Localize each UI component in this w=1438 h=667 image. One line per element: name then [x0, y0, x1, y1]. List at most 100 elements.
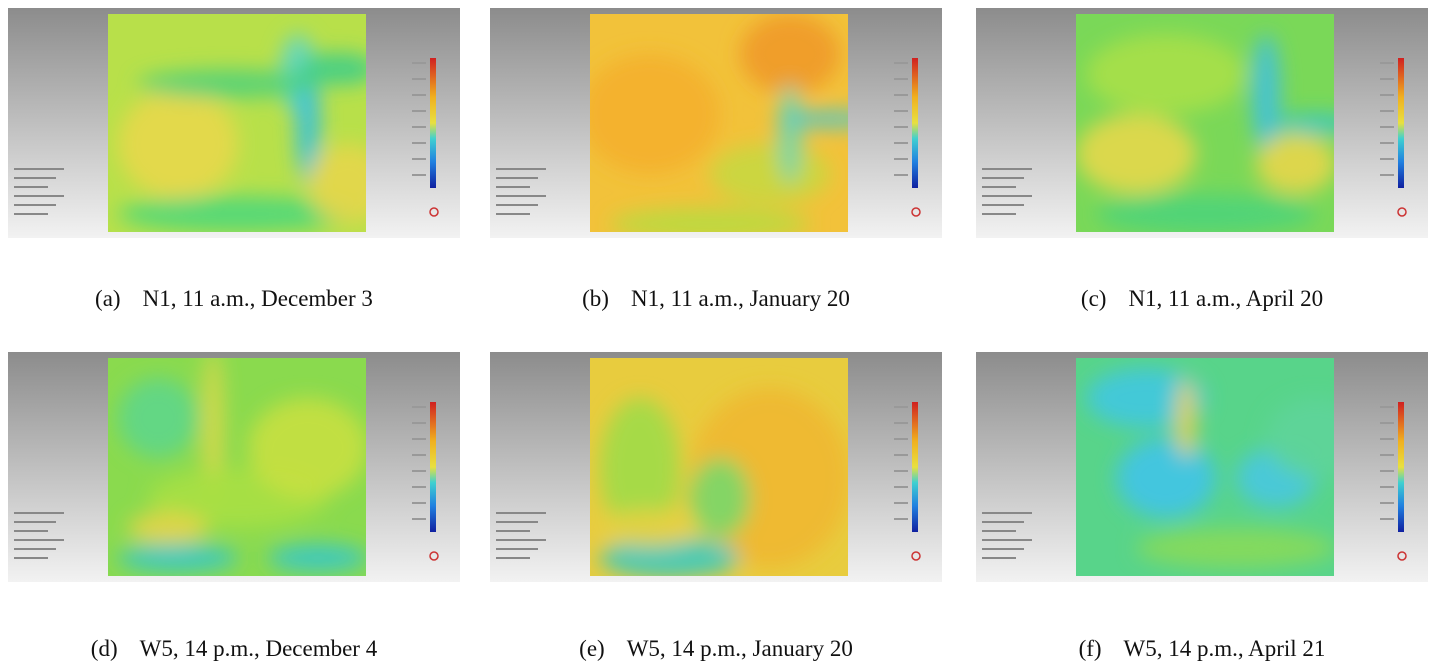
colorbar-tick — [894, 454, 908, 456]
info-text — [982, 512, 1032, 514]
colorbar-tick — [894, 438, 908, 440]
info-text — [496, 512, 546, 514]
info-text — [14, 521, 56, 523]
info-text — [14, 186, 48, 188]
colorbar-tick — [1380, 470, 1394, 472]
info-text — [496, 177, 538, 179]
info-text — [982, 557, 1016, 559]
colorbar-tick — [412, 518, 426, 520]
colorbar-tick — [412, 438, 426, 440]
colorbar-tick — [412, 142, 426, 144]
caption-text: W5, 14 p.m., January 20 — [626, 636, 853, 661]
colorbar-tick — [1380, 454, 1394, 456]
info-text — [14, 204, 56, 206]
heatmap — [590, 14, 848, 232]
axis-icon — [1397, 207, 1407, 217]
info-text — [982, 539, 1032, 541]
info-text — [982, 195, 1032, 197]
colorbar-tick — [412, 422, 426, 424]
info-text — [14, 548, 56, 550]
colorbar-tick — [412, 158, 426, 160]
info-text — [14, 557, 48, 559]
colorbar-tick — [412, 78, 426, 80]
colorbar-tick — [894, 94, 908, 96]
info-text — [982, 521, 1024, 523]
caption: (a) N1, 11 a.m., December 3 — [4, 286, 464, 312]
info-text — [982, 177, 1024, 179]
heatmap — [1076, 358, 1334, 576]
colorbar-tick — [1380, 502, 1394, 504]
colorbar-tick — [1380, 406, 1394, 408]
colorbar-tick — [412, 486, 426, 488]
colorbar-tick — [1380, 126, 1394, 128]
colorbar-tick — [894, 502, 908, 504]
info-text — [496, 168, 546, 170]
axis-icon — [429, 207, 439, 217]
colorbar-tick — [894, 174, 908, 176]
colorbar-tick — [412, 110, 426, 112]
info-text — [982, 168, 1032, 170]
info-text — [14, 512, 64, 514]
info-text — [496, 195, 546, 197]
colorbar-tick — [1380, 142, 1394, 144]
info-text — [496, 530, 530, 532]
colorbar-tick — [412, 94, 426, 96]
heatmap — [590, 358, 848, 576]
caption: (b) N1, 11 a.m., January 20 — [486, 286, 946, 312]
colorbar-tick — [1380, 486, 1394, 488]
caption-label: (b) — [582, 286, 609, 311]
info-text — [982, 530, 1016, 532]
colorbar-tick — [1380, 174, 1394, 176]
colorbar-tick — [412, 406, 426, 408]
colorbar-tick — [412, 62, 426, 64]
caption: (f) W5, 14 p.m., April 21 — [972, 636, 1432, 662]
axis-icon — [1397, 551, 1407, 561]
colorbar-tick — [894, 62, 908, 64]
colorbar — [912, 402, 918, 532]
colorbar — [430, 402, 436, 532]
colorbar — [1398, 402, 1404, 532]
info-text — [496, 204, 538, 206]
caption-text: N1, 11 a.m., January 20 — [630, 286, 850, 311]
info-text — [496, 539, 546, 541]
info-text — [14, 530, 48, 532]
colorbar-tick — [894, 518, 908, 520]
caption-label: (f) — [1078, 636, 1102, 661]
heatmap — [1076, 14, 1334, 232]
info-text — [496, 521, 538, 523]
colorbar-tick — [412, 470, 426, 472]
heatmap-image — [490, 8, 942, 238]
colorbar-tick — [1380, 422, 1394, 424]
caption-text: N1, 11 a.m., December 3 — [142, 286, 373, 311]
heatmap-image — [490, 352, 942, 582]
caption-text: N1, 11 a.m., April 20 — [1128, 286, 1324, 311]
info-text — [496, 557, 530, 559]
heatmap — [108, 358, 366, 576]
caption-label: (c) — [1080, 286, 1107, 311]
info-text — [14, 177, 56, 179]
caption-label: (d) — [90, 636, 118, 661]
colorbar-tick — [894, 158, 908, 160]
colorbar-tick — [894, 470, 908, 472]
heatmap — [108, 14, 366, 232]
colorbar-tick — [1380, 62, 1394, 64]
axis-icon — [911, 207, 921, 217]
info-text — [982, 204, 1024, 206]
info-text — [14, 168, 64, 170]
colorbar-tick — [1380, 110, 1394, 112]
axis-icon — [429, 551, 439, 561]
colorbar-tick — [894, 422, 908, 424]
heatmap-image — [8, 352, 460, 582]
caption: (c) N1, 11 a.m., April 20 — [972, 286, 1432, 312]
heatmap-image — [976, 352, 1428, 582]
colorbar — [430, 58, 436, 188]
colorbar-tick — [1380, 78, 1394, 80]
caption-label: (a) — [95, 286, 121, 311]
colorbar-tick — [894, 406, 908, 408]
axis-icon — [911, 551, 921, 561]
info-text — [496, 548, 538, 550]
info-text — [14, 213, 48, 215]
info-text — [14, 539, 64, 541]
info-text — [982, 186, 1016, 188]
